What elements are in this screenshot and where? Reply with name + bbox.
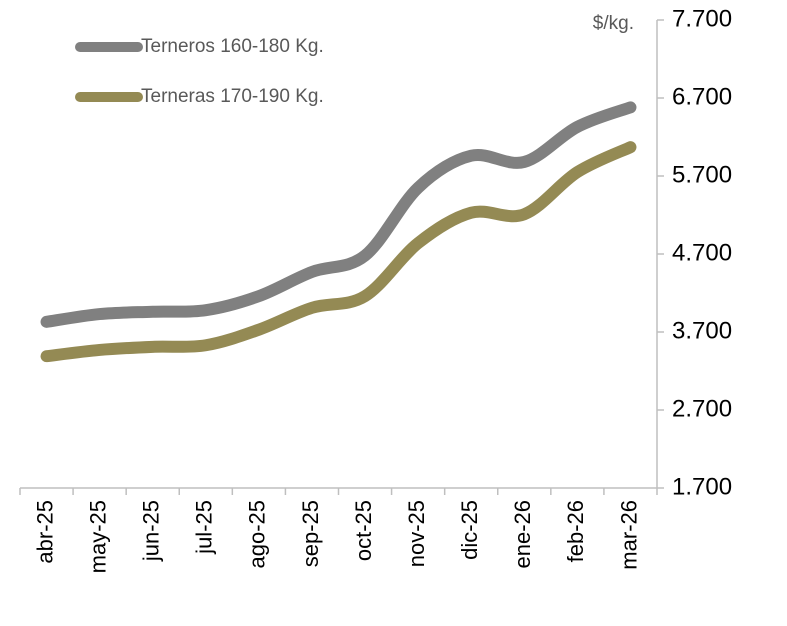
x-tick-label: sep-25 (298, 500, 323, 567)
y-tick-label: 3.700 (672, 317, 732, 344)
x-tick-label: jun-25 (139, 500, 164, 562)
series-line (40, 141, 637, 363)
x-tick-label: dic-25 (457, 500, 482, 560)
y-tick-label: 1.700 (672, 473, 732, 500)
legend-label: Terneros 160-180 Kg. (141, 36, 324, 57)
x-tick-label: abr-25 (32, 500, 57, 564)
y-tick-label: 4.700 (672, 239, 732, 266)
x-tick-label: nov-25 (404, 500, 429, 567)
legend-label: Terneras 170-190 Kg. (141, 86, 324, 107)
y-axis-label: $/kg. (593, 13, 634, 34)
y-tick-label: 7.700 (672, 5, 732, 32)
x-tick-label: ene-26 (510, 500, 535, 569)
x-tick-label: jul-25 (192, 500, 217, 555)
series-line (40, 101, 637, 328)
x-tick-label: ago-25 (245, 500, 270, 569)
y-tick-label: 2.700 (672, 395, 732, 422)
x-tick-label: mar-26 (616, 500, 641, 570)
x-tick-label: oct-25 (351, 500, 376, 561)
x-tick-label: may-25 (85, 500, 110, 573)
x-tick-label: feb-26 (563, 500, 588, 562)
y-tick-label: 5.700 (672, 161, 732, 188)
y-tick-label: 6.700 (672, 83, 732, 110)
